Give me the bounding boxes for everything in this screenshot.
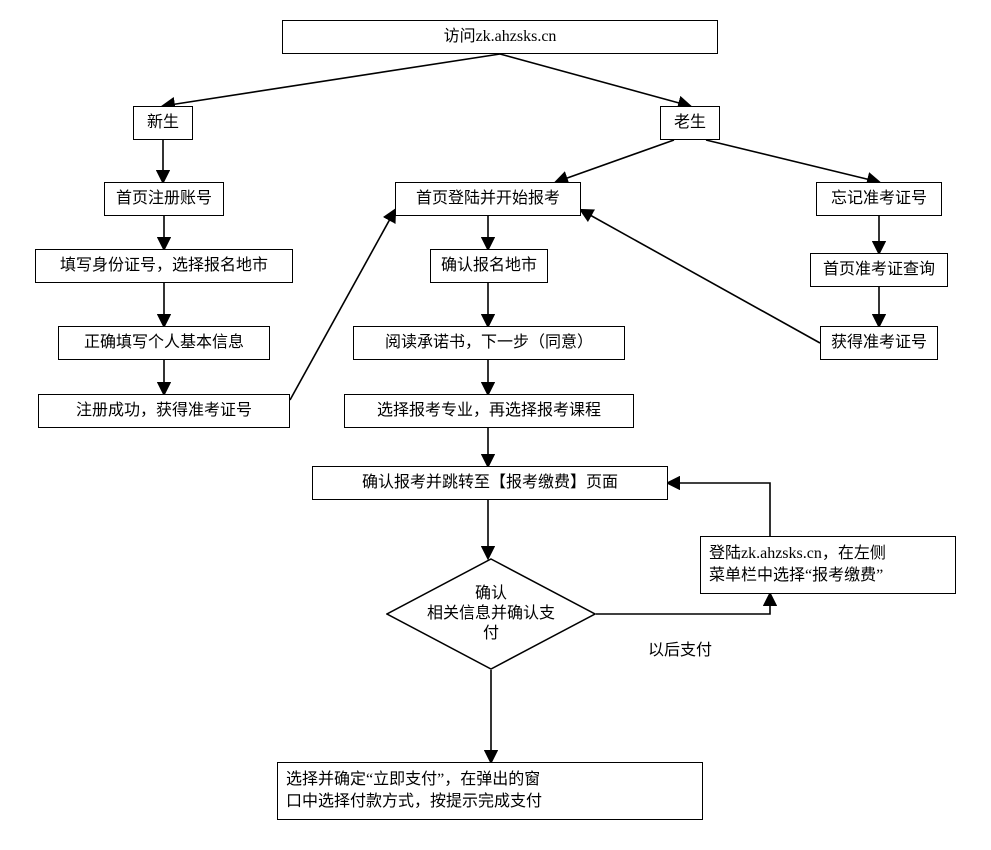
node-label: 确认报名地市 [441, 255, 537, 277]
node-label: 忘记准考证号 [831, 188, 927, 210]
node-label: 登陆zk.ahzsks.cn，在左侧 菜单栏中选择“报考缴费” [709, 543, 886, 586]
rect-node: 选择并确定“立即支付”，在弹出的窗 口中选择付款方式，按提示完成支付 [277, 762, 703, 820]
diamond-node: 确认 相关信息并确认支 付 [386, 558, 596, 670]
flowchart-canvas: 访问zk.ahzsks.cn 新生 老生首页注册账号 首页登陆并开始报考 忘记准考证号填… [0, 0, 991, 850]
node-label: 正确填写个人基本信息 [84, 332, 244, 354]
node-label: 确认 相关信息并确认支 付 [386, 558, 596, 670]
edge [706, 140, 879, 182]
node-label: 首页注册账号 [116, 188, 212, 210]
edge [556, 140, 674, 182]
node-label: 新生 [147, 112, 179, 134]
rect-node: 注册成功，获得准考证号 [38, 394, 290, 428]
rect-node: 填写身份证号，选择报名地市 [35, 249, 293, 283]
edge [500, 54, 690, 106]
rect-node: 获得准考证号 [820, 326, 938, 360]
rect-node: 登陆zk.ahzsks.cn，在左侧 菜单栏中选择“报考缴费” [700, 536, 956, 594]
node-label: 老生 [674, 112, 706, 134]
node-label: 首页登陆并开始报考 [416, 188, 560, 210]
rect-node: 忘记准考证号 [816, 182, 942, 216]
edge [581, 210, 820, 343]
node-label: 阅读承诺书，下一步（同意） [385, 332, 593, 354]
edge [163, 54, 500, 106]
rect-node: 首页登陆并开始报考 [395, 182, 581, 216]
node-label: 选择报考专业，再选择报考课程 [377, 400, 601, 422]
edge [596, 594, 770, 614]
node-label: 选择并确定“立即支付”，在弹出的窗 口中选择付款方式，按提示完成支付 [286, 769, 542, 812]
node-label: 确认报考并跳转至【报考缴费】页面 [362, 472, 618, 494]
edge [290, 210, 395, 400]
node-label: 填写身份证号，选择报名地市 [60, 255, 268, 277]
rect-node: 确认报考并跳转至【报考缴费】页面 [312, 466, 668, 500]
edge-label: 以后支付 [648, 636, 712, 660]
rect-node: 选择报考专业，再选择报考课程 [344, 394, 634, 428]
rect-node: 首页注册账号 [104, 182, 224, 216]
rect-node: 阅读承诺书，下一步（同意） [353, 326, 625, 360]
node-label: 获得准考证号 [831, 332, 927, 354]
rect-node: 新生 [133, 106, 193, 140]
rect-node: 访问zk.ahzsks.cn [282, 20, 718, 54]
rect-node: 首页准考证查询 [810, 253, 948, 287]
node-label: 注册成功，获得准考证号 [76, 400, 252, 422]
rect-node: 确认报名地市 [430, 249, 548, 283]
rect-node: 正确填写个人基本信息 [58, 326, 270, 360]
edge [668, 483, 770, 536]
node-label: 访问zk.ahzsks.cn [444, 26, 557, 48]
rect-node: 老生 [660, 106, 720, 140]
node-label: 首页准考证查询 [823, 259, 935, 281]
